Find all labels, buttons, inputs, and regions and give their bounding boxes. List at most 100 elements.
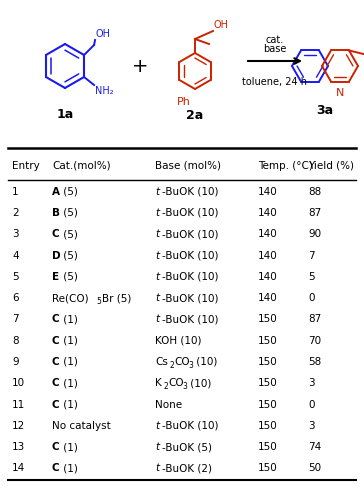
Text: 140: 140 [258, 229, 278, 239]
Text: (10): (10) [193, 357, 217, 367]
Text: (1): (1) [60, 336, 78, 346]
Text: C: C [52, 314, 60, 324]
Text: 5: 5 [12, 272, 19, 282]
Text: (5): (5) [60, 250, 78, 260]
Text: (5): (5) [60, 208, 78, 218]
Text: cat.: cat. [266, 35, 284, 45]
Text: t: t [155, 293, 159, 303]
Text: 50: 50 [308, 463, 321, 473]
Text: 14: 14 [12, 463, 25, 473]
Text: 3a: 3a [316, 104, 333, 117]
Text: 13: 13 [12, 442, 25, 452]
Text: 150: 150 [258, 421, 278, 431]
Text: t: t [155, 208, 159, 218]
Text: 3: 3 [188, 361, 193, 370]
Text: 0: 0 [308, 400, 314, 410]
Text: base: base [263, 44, 287, 54]
Text: 150: 150 [258, 442, 278, 452]
Text: -BuOK (10): -BuOK (10) [162, 272, 218, 282]
Text: -BuOK (10): -BuOK (10) [162, 186, 218, 197]
Text: 11: 11 [12, 400, 25, 410]
Text: 9: 9 [12, 357, 19, 367]
Text: (5): (5) [60, 229, 78, 239]
Text: 2: 2 [12, 208, 19, 218]
Text: 3: 3 [12, 229, 19, 239]
Text: D: D [52, 250, 61, 260]
Text: Yield (%): Yield (%) [308, 161, 354, 171]
Text: 140: 140 [258, 272, 278, 282]
Text: (1): (1) [60, 442, 78, 452]
Text: A: A [52, 186, 60, 197]
Text: C: C [52, 336, 60, 346]
Text: -BuOK (2): -BuOK (2) [162, 463, 212, 473]
Text: 4: 4 [12, 250, 19, 260]
Text: (10): (10) [187, 378, 211, 388]
Text: 87: 87 [308, 208, 321, 218]
Text: B: B [52, 208, 60, 218]
Text: +: + [132, 57, 148, 75]
Text: 140: 140 [258, 250, 278, 260]
Text: -BuOK (10): -BuOK (10) [162, 293, 218, 303]
Text: N: N [336, 88, 344, 98]
Text: 3: 3 [308, 421, 314, 431]
Text: 140: 140 [258, 186, 278, 197]
Text: OH: OH [95, 29, 110, 39]
Text: t: t [155, 442, 159, 452]
Text: 7: 7 [12, 314, 19, 324]
Text: (5): (5) [60, 272, 78, 282]
Text: Entry: Entry [12, 161, 40, 171]
Text: C: C [52, 442, 60, 452]
Text: -BuOK (10): -BuOK (10) [162, 208, 218, 218]
Text: Br (5): Br (5) [102, 293, 131, 303]
Text: toluene, 24 h: toluene, 24 h [242, 77, 308, 87]
Text: 88: 88 [308, 186, 321, 197]
Text: None: None [155, 400, 182, 410]
Text: 70: 70 [308, 336, 321, 346]
Text: 7: 7 [308, 250, 314, 260]
Text: t: t [155, 229, 159, 239]
Text: K: K [155, 378, 162, 388]
Text: 2: 2 [169, 361, 174, 370]
Text: 150: 150 [258, 314, 278, 324]
Text: CO: CO [174, 357, 190, 367]
Text: Temp. (°C): Temp. (°C) [258, 161, 313, 171]
Text: Re(CO): Re(CO) [52, 293, 88, 303]
Text: 5: 5 [96, 297, 101, 306]
Text: -BuOK (10): -BuOK (10) [162, 250, 218, 260]
Text: t: t [155, 421, 159, 431]
Text: 150: 150 [258, 400, 278, 410]
Text: CO: CO [168, 378, 183, 388]
Text: 58: 58 [308, 357, 321, 367]
Text: C: C [52, 378, 60, 388]
Text: 140: 140 [258, 293, 278, 303]
Text: 3: 3 [308, 378, 314, 388]
Text: (1): (1) [60, 357, 78, 367]
Text: 1a: 1a [56, 108, 74, 121]
Text: Cat.(mol%): Cat.(mol%) [52, 161, 111, 171]
Text: 2a: 2a [186, 109, 203, 122]
Text: 0: 0 [308, 293, 314, 303]
Text: (1): (1) [60, 314, 78, 324]
Text: NH₂: NH₂ [95, 86, 114, 96]
Text: 5: 5 [308, 272, 314, 282]
Text: C: C [52, 229, 60, 239]
Text: 150: 150 [258, 336, 278, 346]
Text: 12: 12 [12, 421, 25, 431]
Text: E: E [52, 272, 59, 282]
Text: KOH (10): KOH (10) [155, 336, 202, 346]
Text: 6: 6 [12, 293, 19, 303]
Text: t: t [155, 272, 159, 282]
Text: 2: 2 [163, 382, 168, 391]
Text: 150: 150 [258, 378, 278, 388]
Text: No catalyst: No catalyst [52, 421, 111, 431]
Text: t: t [155, 186, 159, 197]
Text: -BuOK (5): -BuOK (5) [162, 442, 212, 452]
Text: Base (mol%): Base (mol%) [155, 161, 221, 171]
Text: Ph: Ph [177, 97, 191, 107]
Text: C: C [52, 400, 60, 410]
Text: C: C [52, 463, 60, 473]
Text: (1): (1) [60, 378, 78, 388]
Text: 3: 3 [182, 382, 187, 391]
Text: (1): (1) [60, 400, 78, 410]
Text: 150: 150 [258, 357, 278, 367]
